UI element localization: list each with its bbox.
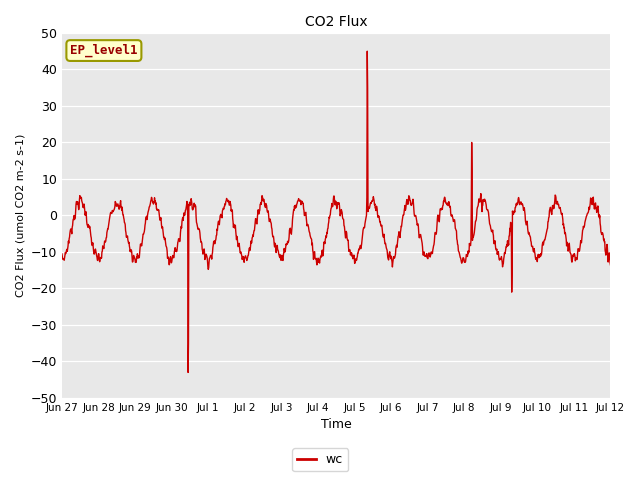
Legend: wc: wc (292, 448, 348, 471)
Title: CO2 Flux: CO2 Flux (305, 15, 367, 29)
X-axis label: Time: Time (321, 419, 351, 432)
Text: EP_level1: EP_level1 (70, 44, 138, 57)
Y-axis label: CO2 Flux (umol CO2 m-2 s-1): CO2 Flux (umol CO2 m-2 s-1) (15, 134, 25, 297)
